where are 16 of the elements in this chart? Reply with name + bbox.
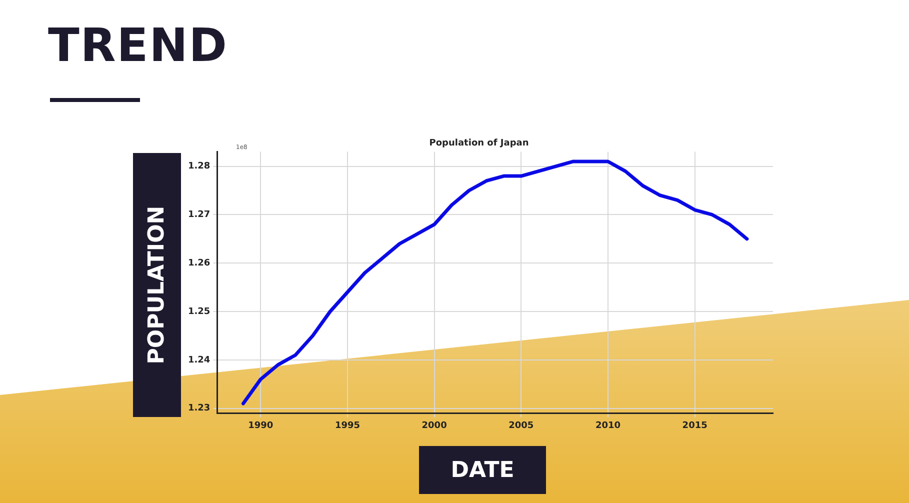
y-tick-label: 1.25 [188,306,210,317]
y-axis-title: POPULATION [144,206,170,364]
chart-title: Population of Japan [429,138,529,149]
y-tick-label: 1.26 [188,258,210,268]
text: TREND [48,18,228,72]
x-tick-label: 2005 [508,420,534,431]
x-tick-label: 2010 [595,420,621,431]
x-tick-label: 2000 [422,420,447,431]
y-tick-label: 1.28 [188,162,210,172]
x-tick-label: 1995 [334,420,360,431]
x-tick-label: 1990 [248,420,274,431]
y-tick-label: 1.24 [188,355,210,366]
x-axis-title: DATE [419,446,546,494]
y-tick-label: 1.23 [188,404,210,414]
x-tick-label: 2015 [682,420,708,431]
y-tick-label: 1.27 [188,210,210,220]
